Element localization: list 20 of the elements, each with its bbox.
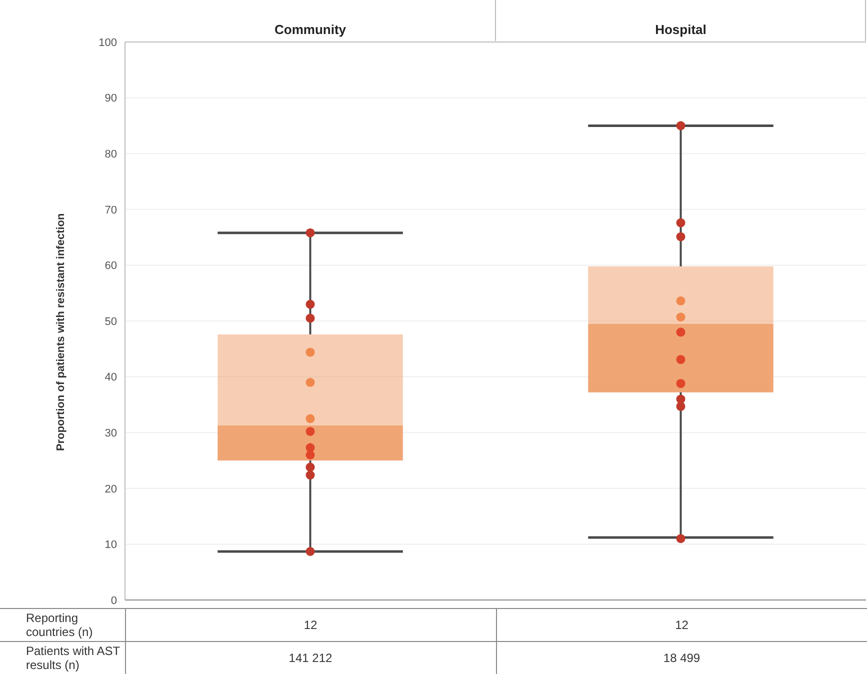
- y-axis-title: Proportion of patients with resistant infection: [54, 212, 67, 451]
- y-tick-label: 30: [104, 428, 117, 440]
- text: Reporting countries (n): [25, 610, 94, 641]
- x-tick-label: Hospital: [655, 22, 706, 37]
- y-tick-label: 20: [104, 483, 117, 496]
- y-tick-label: 70: [104, 204, 117, 216]
- text: 18 499: [496, 642, 867, 674]
- y-tick-label: 90: [104, 92, 117, 105]
- y-tick-label: 100: [98, 36, 117, 49]
- x-tick-label: Community: [274, 22, 347, 37]
- y-tick-label: 40: [104, 372, 117, 384]
- y-tick-label: 50: [104, 316, 117, 328]
- text: 12: [125, 608, 496, 642]
- y-tick-label: 60: [104, 260, 117, 272]
- text: Patients with AST results (n): [25, 643, 121, 674]
- y-tick-label: 10: [104, 539, 117, 552]
- text: 141 212: [125, 642, 496, 674]
- y-tick-label: 0: [110, 594, 117, 607]
- text: 12: [496, 608, 867, 642]
- y-tick-label: 80: [104, 148, 117, 161]
